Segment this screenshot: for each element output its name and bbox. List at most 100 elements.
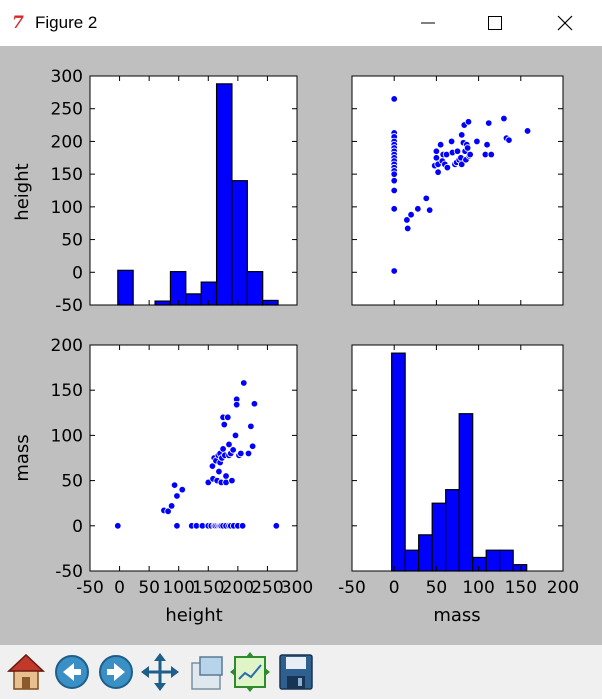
axes-2-xtick-label-7: 300: [281, 578, 313, 598]
axes-2-xtick-label-3: 100: [162, 578, 194, 598]
scatter-1-point-55: [483, 140, 491, 149]
histogram-0-bar-5: [215, 83, 233, 306]
scatter-1-point-34: [443, 163, 452, 172]
axes-0-ytick-label-5: 200: [51, 132, 83, 152]
histogram-0-bar-0: [117, 269, 134, 306]
forward-button[interactable]: [96, 651, 136, 693]
axes-2-xtick-label-0: -50: [76, 578, 104, 598]
histogram-0-bar-3: [185, 293, 202, 306]
histogram-3-bar-5: [458, 413, 474, 572]
home-icon: [7, 653, 45, 690]
scatter-1-point-35: [447, 137, 456, 146]
scatter-2-point-59: [248, 442, 257, 450]
scatter-1-point-18: [403, 216, 411, 224]
histogram-0-bar-7: [246, 271, 264, 306]
axes-2-background: [90, 345, 297, 571]
scatter-1-point-16: [390, 205, 398, 213]
histogram-3-bar-0: [391, 352, 406, 572]
scatter-1-point-49: [463, 144, 472, 152]
axes-2-ytick-label-5: 200: [51, 336, 83, 356]
scatter-1-point-26: [432, 154, 441, 162]
histogram-3-bar-7: [485, 549, 501, 572]
minimize-button[interactable]: [404, 0, 452, 46]
figure-canvas[interactable]: -50 0 50 100 150 200 250 300 -50 0 50 100 150 200 -50 0…: [0, 46, 602, 645]
axes-2-xtick-label-1: 0: [114, 578, 125, 598]
scatter-1-point-58: [500, 114, 508, 123]
axes-2-ytick-label-2: 50: [61, 472, 83, 492]
scatter-2-point-47: [225, 440, 233, 449]
histogram-3-bar-3: [431, 502, 447, 572]
scatter-1-point-43: [458, 131, 466, 139]
scatter-2-point-53: [232, 400, 241, 409]
scatter-1-point-22: [422, 194, 430, 203]
scatter-2-point-0: [114, 522, 122, 530]
scatter-1-point-0: [390, 95, 398, 103]
scatter-2-point-60: [250, 400, 259, 408]
scatter-1-point-56: [485, 119, 493, 127]
scatter-2-point-6: [173, 522, 181, 530]
scatter-1-point-23: [425, 206, 434, 214]
axes-3-xtick-label-5: 200: [547, 578, 579, 598]
axes-1-frame: [351, 75, 564, 306]
axes-2-ytick-label-4: 150: [51, 381, 83, 401]
axes-1-background: [352, 76, 563, 305]
configure-subplots-button[interactable]: [230, 651, 270, 693]
scatter-2-point-51: [231, 431, 240, 440]
scatter-1-point-61: [523, 127, 532, 135]
close-button[interactable]: [541, 0, 589, 46]
zoom-icon: [191, 656, 223, 690]
navigation-toolbar: [0, 645, 602, 699]
maximize-button[interactable]: [471, 0, 519, 46]
axes-0-ylabel: height: [12, 163, 33, 220]
forward-arrow-icon: [99, 655, 133, 689]
scatter-2-point-39: [219, 445, 227, 453]
pan-button[interactable]: [140, 651, 180, 693]
histogram-0-bar-8: [262, 299, 279, 306]
scatter-2-point-25: [238, 522, 247, 530]
title-bar: 7 Figure 2: [0, 0, 602, 46]
scatter-2-point-2: [164, 507, 172, 516]
histogram-0-bar-4: [200, 281, 218, 306]
scatter-1-point-20: [407, 211, 415, 219]
subplots-icon: [230, 652, 270, 692]
axes-2-ytick-label-0: -50: [55, 562, 83, 582]
save-button[interactable]: [276, 651, 316, 693]
scatter-2-point-57: [244, 449, 253, 458]
axes-3-xtick-label-4: 150: [505, 578, 537, 598]
scatter-2-point-43: [222, 472, 230, 480]
window-title: Figure 2: [35, 13, 98, 32]
axes-3-frame: [351, 344, 564, 572]
axes-3-xtick-label-1: 0: [389, 578, 400, 598]
back-button[interactable]: [52, 651, 92, 693]
axes-2-xtick-label-5: 200: [222, 578, 254, 598]
back-arrow-icon: [55, 655, 89, 689]
axes-2-ytick-label-3: 100: [51, 426, 83, 446]
home-button[interactable]: [6, 651, 46, 693]
axes-0-ytick-label-3: 100: [51, 198, 83, 218]
histogram-3-bar-9: [512, 564, 528, 572]
tk-feather-icon: 7: [12, 13, 24, 33]
minimize-icon: [421, 22, 435, 24]
scatter-2-point-34: [215, 467, 223, 476]
axes-3-xlabel: mass: [433, 605, 480, 626]
scatter-2-point-58: [247, 422, 255, 431]
histogram-3-bar-1: [404, 549, 420, 572]
scatter-2-point-41: [220, 420, 228, 429]
maximize-icon: [488, 16, 502, 30]
axes-0-ytick-label-1: 0: [72, 263, 83, 283]
scatter-2-point-28: [208, 462, 217, 470]
axes-2-ytick-label-1: 0: [72, 517, 83, 537]
scatter-2-point-49: [228, 476, 236, 485]
scatter-1-point-29: [436, 140, 445, 149]
scatter-2-point-3: [167, 502, 176, 510]
axes-2-xtick-label-4: 150: [192, 578, 224, 598]
histogram-3-bar-8: [499, 549, 514, 572]
scatter-1-point-52: [466, 150, 474, 159]
scatter-2-point-45: [224, 413, 232, 422]
scatter-1-point-21: [414, 205, 422, 213]
scatter-1-point-19: [404, 224, 412, 233]
zoom-button[interactable]: [186, 651, 226, 693]
histogram-3-bar-4: [445, 489, 460, 572]
axes-2-xtick-label-2: 50: [138, 578, 160, 598]
histogram-0-bar-1: [154, 300, 172, 306]
